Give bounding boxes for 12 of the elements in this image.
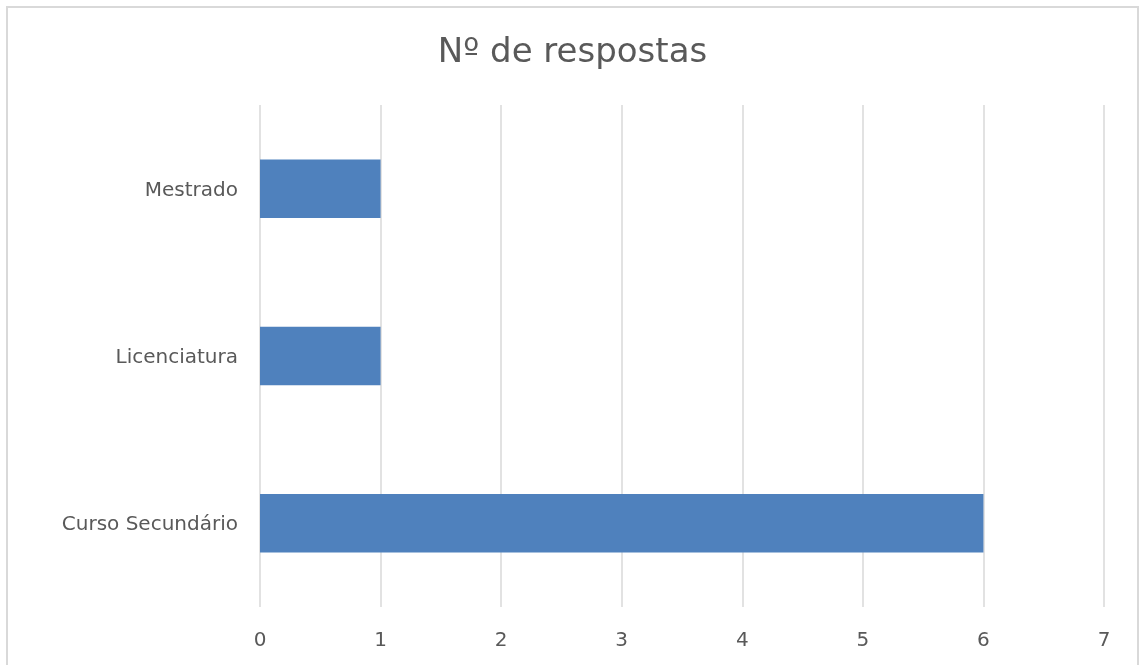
x-tick-label: 0 xyxy=(253,627,267,651)
y-tick-label: Licenciatura xyxy=(115,344,238,368)
x-tick-label: 3 xyxy=(615,627,629,651)
x-tick-label: 5 xyxy=(856,627,870,651)
chart-title: Nº de respostas xyxy=(437,30,708,70)
x-tick-label: 1 xyxy=(374,627,387,651)
x-tick-label: 4 xyxy=(735,627,749,651)
x-tick-label: 6 xyxy=(977,627,990,651)
y-tick-label: Mestrado xyxy=(144,176,238,201)
x-tick-label: 2 xyxy=(494,627,508,651)
x-tick-label: 7 xyxy=(1097,627,1111,651)
y-tick-label: Curso Secundário xyxy=(61,511,238,536)
